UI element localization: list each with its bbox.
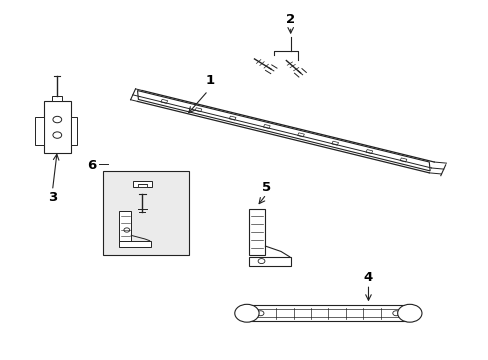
Circle shape <box>257 311 264 316</box>
Bar <box>246 305 409 321</box>
Bar <box>35 117 44 145</box>
Circle shape <box>53 116 61 123</box>
Bar <box>161 99 167 103</box>
Bar <box>138 184 146 187</box>
Text: 6: 6 <box>87 159 96 172</box>
Text: 5: 5 <box>261 181 270 194</box>
Bar <box>119 241 150 247</box>
Bar <box>249 208 264 255</box>
Circle shape <box>123 228 129 232</box>
Bar <box>399 158 406 162</box>
Bar <box>103 171 188 255</box>
Bar <box>249 257 290 266</box>
Text: 1: 1 <box>205 74 215 87</box>
Bar <box>263 125 270 129</box>
Circle shape <box>53 132 61 138</box>
Bar <box>71 117 76 145</box>
Bar <box>365 149 372 154</box>
Bar <box>132 181 152 187</box>
Bar <box>119 211 131 241</box>
Bar <box>44 102 71 153</box>
Circle shape <box>392 311 399 316</box>
Bar <box>229 116 236 120</box>
Bar <box>52 96 62 102</box>
Polygon shape <box>137 91 429 171</box>
Text: 2: 2 <box>285 13 295 26</box>
Circle shape <box>397 304 421 322</box>
Circle shape <box>258 258 264 264</box>
Bar <box>195 108 202 112</box>
Circle shape <box>234 304 259 322</box>
Bar <box>331 141 338 145</box>
Text: 3: 3 <box>48 191 57 204</box>
Bar <box>297 133 304 137</box>
Text: 4: 4 <box>363 271 372 284</box>
